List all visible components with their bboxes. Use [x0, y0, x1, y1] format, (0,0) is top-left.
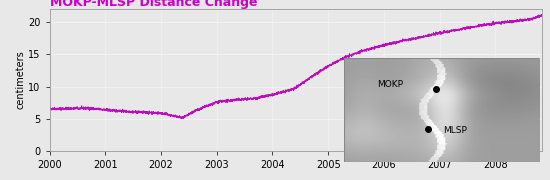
Text: MOKP: MOKP: [377, 80, 403, 89]
Y-axis label: centimeters: centimeters: [15, 51, 25, 109]
Text: MLSP: MLSP: [443, 126, 467, 135]
Text: MOKP-MLSP Distance Change: MOKP-MLSP Distance Change: [50, 0, 257, 9]
